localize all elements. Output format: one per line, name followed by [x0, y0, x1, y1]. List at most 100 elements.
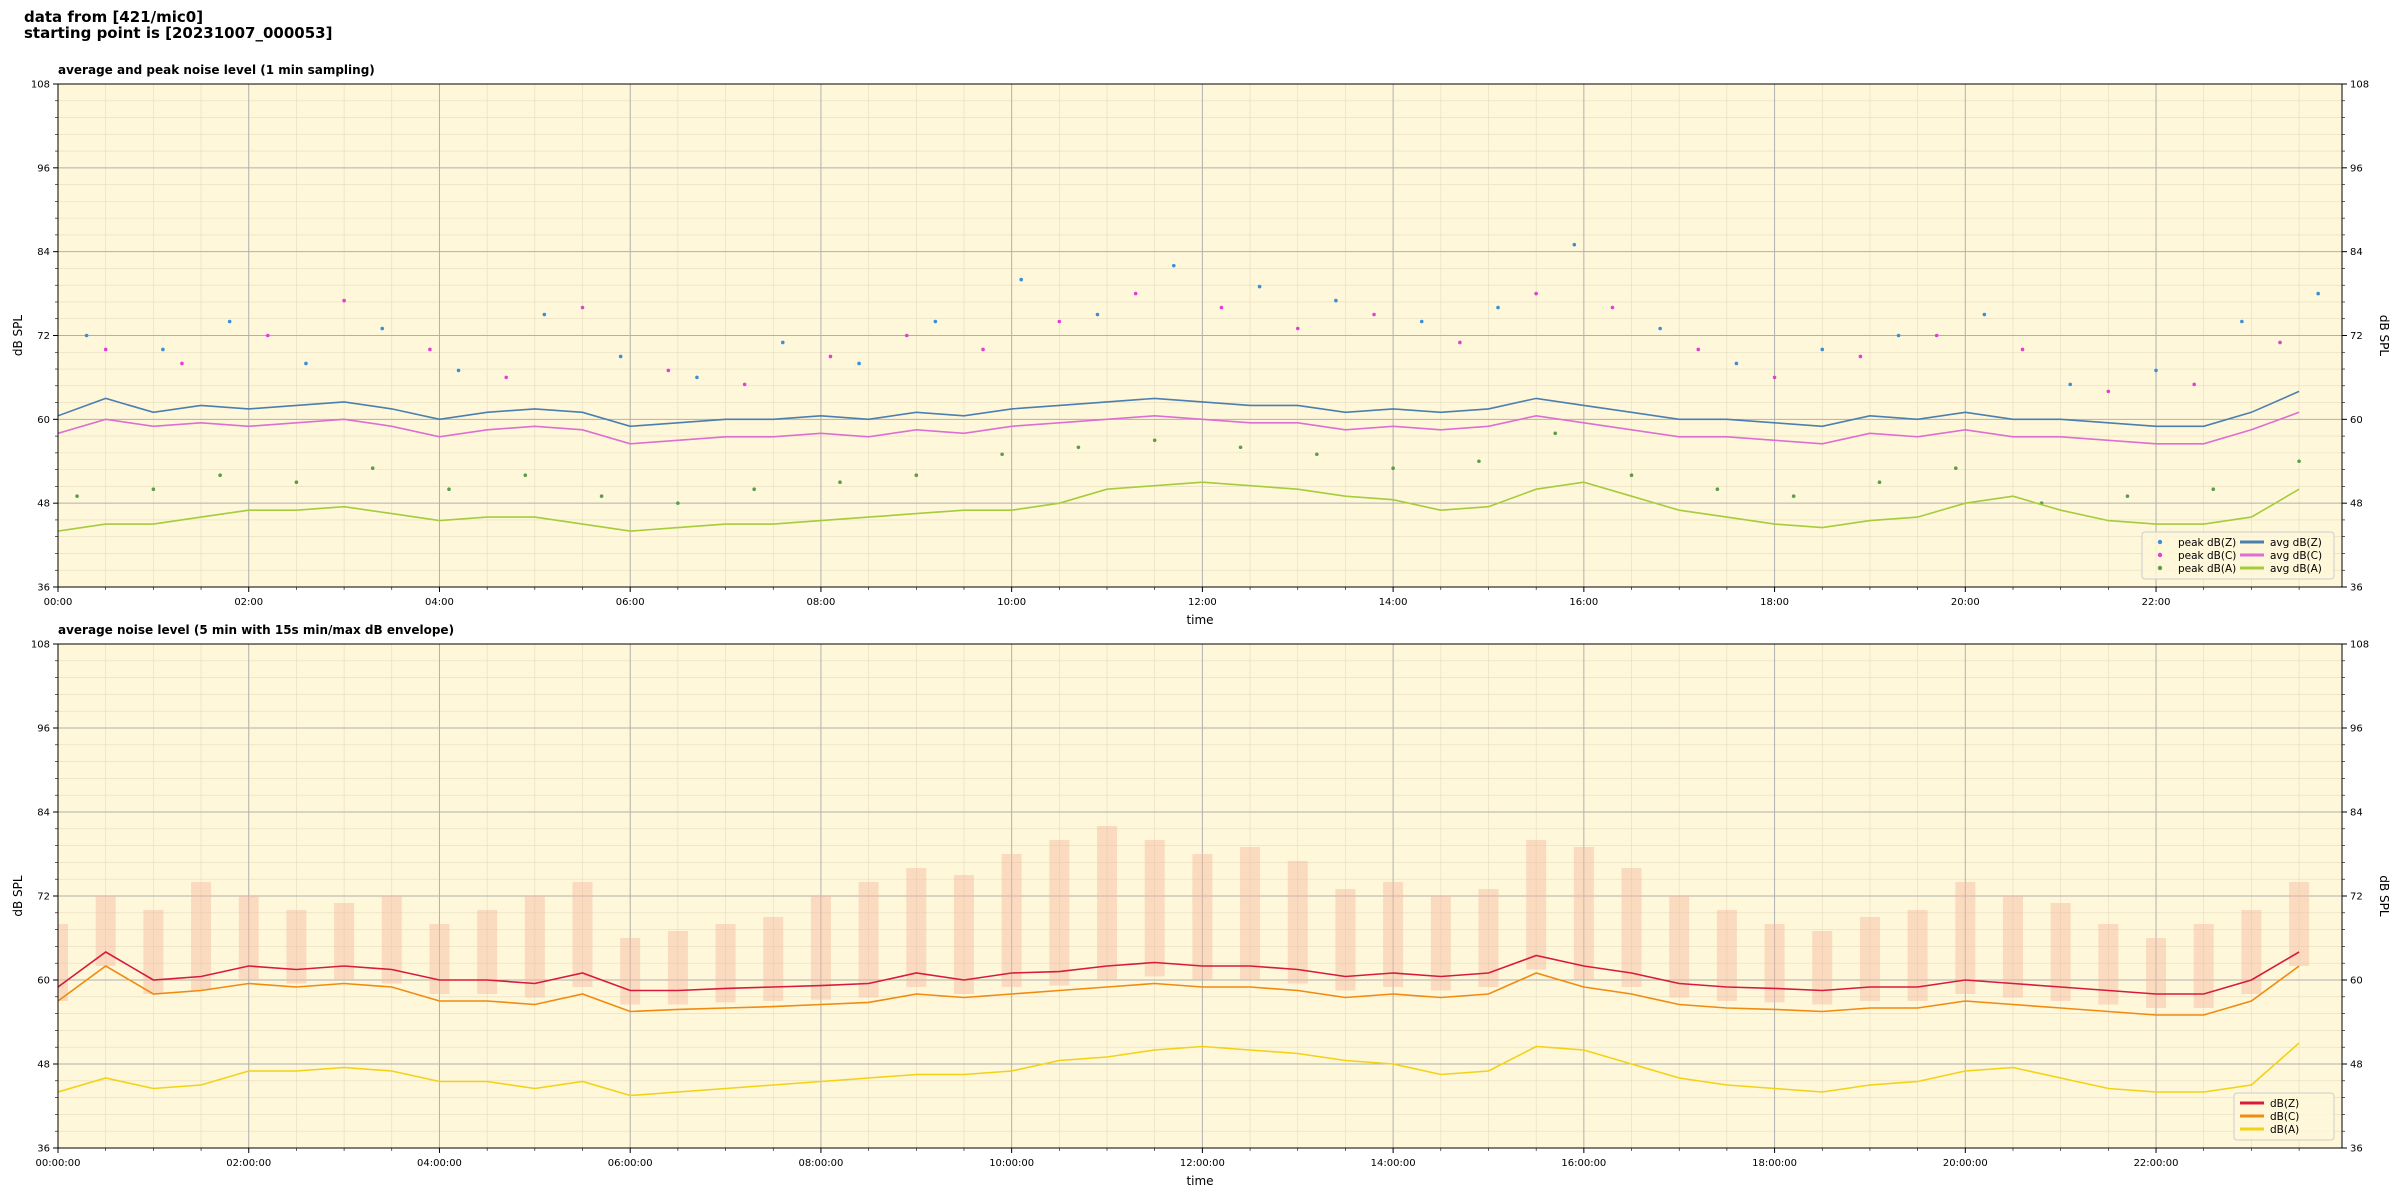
legend-label: avg dB(C)	[2270, 550, 2322, 562]
peak-point	[904, 333, 909, 338]
peak-point	[2125, 494, 2130, 498]
x-tick-label: 18:00:00	[1752, 1158, 1797, 1169]
peak-point	[2278, 340, 2282, 345]
x-tick-label: 04:00:00	[417, 1158, 462, 1169]
peak-point	[2297, 459, 2301, 464]
peak-point	[780, 340, 785, 345]
peak-point	[857, 361, 861, 366]
x-tick-label: 04:00	[425, 597, 454, 608]
peak-point	[456, 368, 461, 373]
peak-point	[1257, 284, 1262, 289]
peak-point	[1629, 473, 1634, 478]
legend-marker	[2157, 565, 2163, 571]
y-tick-label: 48	[2350, 499, 2363, 510]
header-line: starting point is [20231007_000053]	[24, 24, 332, 42]
peak-point	[695, 375, 699, 380]
peak-point	[161, 347, 165, 352]
peak-point	[2240, 319, 2244, 324]
x-axis-label: time	[1186, 613, 1213, 627]
peak-point	[1000, 452, 1004, 457]
data-layer	[58, 826, 2310, 1097]
y-tick-label: 72	[37, 331, 50, 342]
y-tick-label: 84	[2350, 247, 2363, 258]
x-tick-label: 14:00	[1379, 597, 1408, 608]
peak-point	[2068, 382, 2073, 387]
peak-point	[1982, 312, 1987, 317]
peak-point	[227, 319, 232, 324]
series-line	[58, 1042, 2300, 1097]
series-line	[58, 481, 2300, 532]
legend: dB(Z)dB(C)dB(A)	[2233, 1092, 2335, 1141]
peak-point	[1496, 305, 1500, 310]
legend-label: dB(Z)	[2270, 1098, 2299, 1110]
y-tick-label: 96	[2350, 724, 2363, 735]
x-tick-label: 22:00:00	[2134, 1158, 2179, 1169]
peak-point	[828, 354, 833, 359]
peak-point	[1534, 291, 1538, 296]
peak-point	[1877, 480, 1882, 485]
y-tick-label: 96	[37, 163, 50, 174]
peak-point	[1791, 494, 1796, 498]
x-tick-label: 20:00:00	[1943, 1158, 1988, 1169]
peak-point	[2106, 389, 2111, 394]
y-tick-label: 60	[2350, 976, 2363, 987]
peak-point	[1095, 312, 1100, 317]
x-tick-label: 12:00:00	[1180, 1158, 1225, 1169]
x-tick-label: 18:00	[1760, 597, 1789, 608]
panel: average noise level (5 min with 15s min/…	[11, 623, 2391, 1188]
y-tick-label: 72	[37, 892, 50, 903]
y-tick-label: 48	[37, 499, 50, 510]
panel: average and peak noise level (1 min samp…	[11, 63, 2391, 627]
data-layer	[58, 242, 2320, 532]
peak-point	[2154, 368, 2158, 373]
x-tick-label: 22:00	[2142, 597, 2171, 608]
x-tick-label: 16:00	[1569, 597, 1598, 608]
peak-point	[1610, 305, 1615, 310]
peak-point	[1572, 242, 1577, 247]
legend-label: avg dB(A)	[2270, 563, 2322, 575]
peak-point	[370, 466, 375, 471]
peak-point	[294, 480, 299, 485]
peak-point	[75, 494, 79, 498]
peak-point	[1772, 375, 1777, 380]
peak-point	[618, 354, 623, 359]
y-tick-label: 84	[37, 808, 50, 819]
y-axis-label: dB SPL	[11, 315, 25, 357]
peak-point	[933, 319, 938, 324]
y-axis-label: dB SPL	[2377, 875, 2391, 917]
peak-point	[1553, 431, 1558, 436]
peak-point	[151, 487, 156, 491]
x-axis-label: time	[1186, 1174, 1213, 1188]
peak-point	[428, 347, 432, 352]
header-line: data from [421/mic0]	[24, 8, 203, 26]
legend-label: peak dB(Z)	[2178, 537, 2236, 549]
peak-point	[1133, 291, 1138, 296]
peak-point	[103, 347, 108, 352]
peak-point	[504, 375, 509, 380]
legend-label: peak dB(A)	[2178, 563, 2236, 575]
peak-point	[266, 333, 270, 338]
series-line	[58, 951, 2300, 995]
y-tick-label: 108	[2350, 640, 2369, 651]
peak-point	[1953, 466, 1958, 471]
legend: peak dB(Z)peak dB(C)peak dB(A)avg dB(Z)a…	[2141, 531, 2335, 580]
legend-label: dB(C)	[2270, 1111, 2299, 1123]
peak-point	[1658, 326, 1662, 331]
x-tick-label: 16:00:00	[1561, 1158, 1606, 1169]
x-tick-label: 06:00	[616, 597, 645, 608]
peak-point	[838, 480, 842, 485]
x-tick-label: 12:00	[1188, 597, 1217, 608]
x-tick-label: 06:00:00	[608, 1158, 653, 1169]
y-tick-label: 48	[37, 1060, 50, 1071]
series-line	[58, 411, 2300, 445]
peak-point	[1696, 347, 1701, 352]
peak-point	[380, 326, 385, 331]
peak-point	[1419, 319, 1424, 324]
y-tick-label: 36	[37, 1144, 50, 1155]
peak-point	[2316, 291, 2320, 296]
peak-point	[1295, 326, 1300, 331]
peak-point	[1057, 319, 1062, 324]
x-tick-label: 20:00	[1951, 597, 1980, 608]
y-tick-label: 72	[2350, 892, 2363, 903]
y-tick-label: 108	[31, 640, 50, 651]
